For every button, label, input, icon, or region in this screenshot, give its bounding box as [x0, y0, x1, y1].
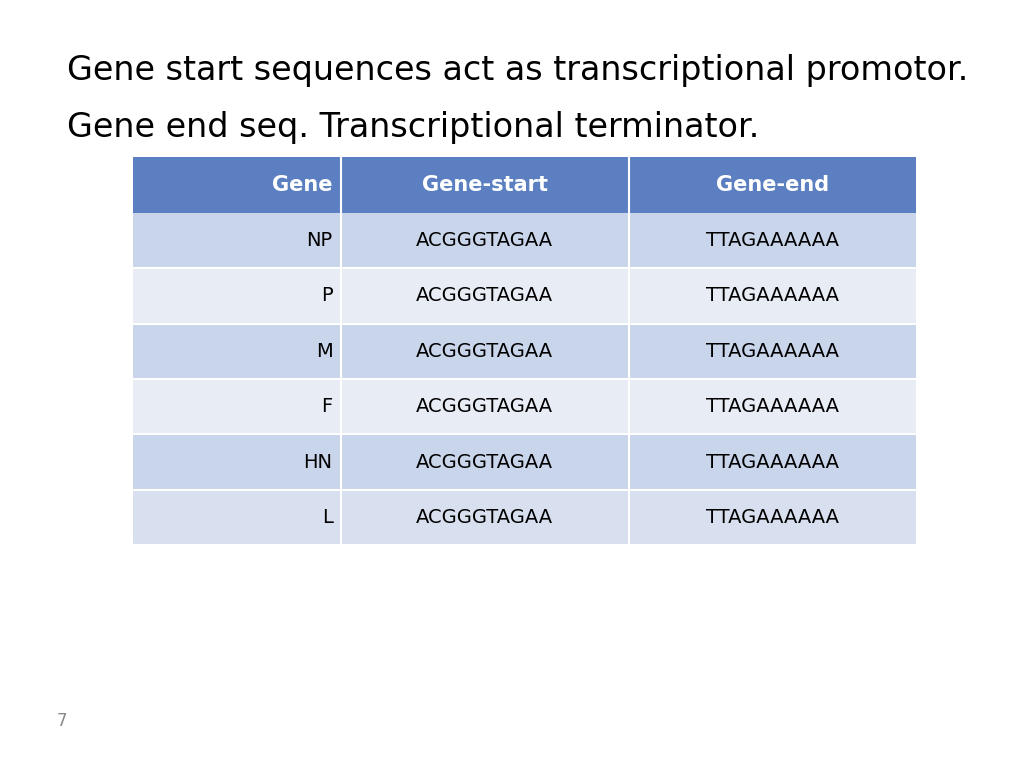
Text: TTAGAAAAAA: TTAGAAAAAA: [707, 452, 840, 472]
Text: ACGGGTAGAA: ACGGGTAGAA: [417, 397, 553, 416]
Text: Gene end seq. Transcriptional terminator.: Gene end seq. Transcriptional terminator…: [67, 111, 759, 144]
Text: M: M: [315, 342, 333, 361]
Text: NP: NP: [306, 231, 333, 250]
Text: ACGGGTAGAA: ACGGGTAGAA: [417, 508, 553, 527]
Text: TTAGAAAAAA: TTAGAAAAAA: [707, 397, 840, 416]
Text: F: F: [322, 397, 333, 416]
Text: 7: 7: [56, 712, 67, 730]
Text: Gene: Gene: [272, 175, 333, 195]
Text: TTAGAAAAAA: TTAGAAAAAA: [707, 508, 840, 527]
Text: P: P: [321, 286, 333, 306]
Text: ACGGGTAGAA: ACGGGTAGAA: [417, 342, 553, 361]
Text: ACGGGTAGAA: ACGGGTAGAA: [417, 452, 553, 472]
Text: Gene start sequences act as transcriptional promotor.: Gene start sequences act as transcriptio…: [67, 54, 968, 87]
Text: Gene-end: Gene-end: [716, 175, 829, 195]
Text: ACGGGTAGAA: ACGGGTAGAA: [417, 231, 553, 250]
Text: TTAGAAAAAA: TTAGAAAAAA: [707, 286, 840, 306]
Text: HN: HN: [303, 452, 333, 472]
Text: TTAGAAAAAA: TTAGAAAAAA: [707, 342, 840, 361]
Text: L: L: [322, 508, 333, 527]
Text: TTAGAAAAAA: TTAGAAAAAA: [707, 231, 840, 250]
Text: ACGGGTAGAA: ACGGGTAGAA: [417, 286, 553, 306]
Text: Gene-start: Gene-start: [422, 175, 548, 195]
